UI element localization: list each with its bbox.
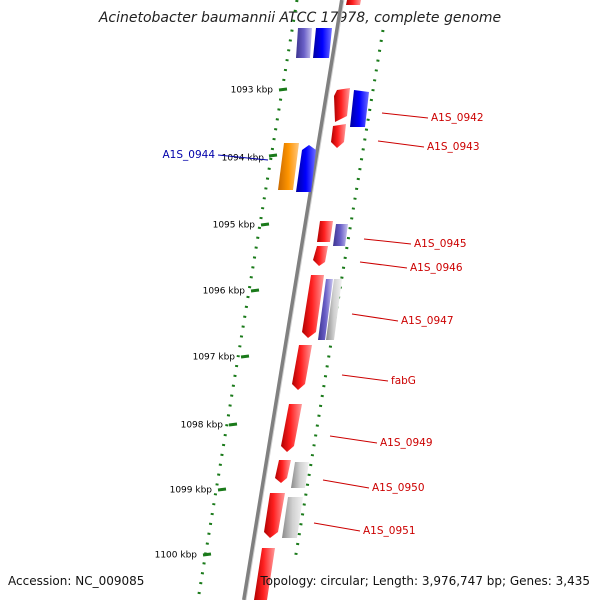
ruler-tick [278, 87, 288, 92]
inner-track-guide [196, 0, 299, 600]
gene-label-A1S_0947[interactable]: A1S_0947 [401, 315, 454, 327]
gene-label-A1S_0949[interactable]: A1S_0949 [380, 437, 433, 449]
track-guides [196, 0, 385, 600]
gene-leader-line [363, 238, 412, 245]
ruler-label: 1099 kbp [170, 486, 213, 496]
ruler-tick [217, 487, 227, 492]
gene-glyph-A1S_0949[interactable] [281, 404, 302, 452]
gene-glyph-A1S_0943[interactable] [331, 124, 346, 148]
genome-backbone [242, 0, 344, 600]
ruler-tick [240, 354, 250, 359]
gene-glyph-A1S_0942-red[interactable] [334, 88, 350, 122]
ruler-label: 1100 kbp [155, 551, 198, 561]
ruler-tick [202, 552, 212, 557]
gene-glyph-top-blue[interactable] [313, 28, 332, 58]
gene-leader-line [217, 154, 269, 161]
gene-label-A1S_0945[interactable]: A1S_0945 [414, 238, 467, 250]
gene-labels: A1S_0942 A1S_0943 A1S_0944 A1S_0945 A1S_0946… [163, 112, 484, 537]
ruler-label: 1094 kbp [222, 154, 265, 164]
ruler-label: 1095 kbp [213, 221, 256, 231]
ruler: 1093 kbp 1094 kbp 1095 kbp 1096 kbp 1097 kbp… [155, 86, 288, 561]
gene-leader-line [322, 479, 370, 489]
gene-glyph-bottom-red[interactable] [254, 548, 275, 600]
gene-glyphs [254, 0, 369, 600]
gene-label-fabG[interactable]: fabG [391, 375, 416, 387]
gene-leader-line [329, 435, 378, 444]
gene-glyph-A1S_0944-orange[interactable] [278, 143, 299, 190]
ruler-label: 1093 kbp [231, 86, 274, 96]
genome-summary: Topology: circular; Length: 3,976,747 bp… [260, 574, 590, 588]
gene-label-A1S_0943[interactable]: A1S_0943 [427, 141, 480, 153]
gene-glyph-A1S_0947-purple[interactable] [318, 279, 333, 340]
ruler-tick [268, 153, 278, 158]
ruler-label: 1098 kbp [181, 421, 224, 431]
gene-glyph-A1S_0946[interactable] [313, 246, 328, 266]
gene-leader-line [313, 522, 361, 532]
gene-leader-line [359, 261, 408, 269]
ruler-tick [250, 288, 260, 293]
gene-label-A1S_0950[interactable]: A1S_0950 [372, 482, 425, 494]
gene-leader-line [377, 140, 425, 148]
gene-glyph-A1S_0942-blue[interactable] [350, 90, 369, 127]
gene-leader-line [351, 313, 399, 322]
gene-glyph-fabG[interactable] [292, 345, 312, 390]
gene-glyph-A1S_0950[interactable] [291, 462, 309, 488]
gene-glyph-A1S_0945-red[interactable] [317, 221, 333, 242]
genome-backbone-highlight [245, 0, 345, 600]
ruler-tick [260, 222, 270, 227]
gene-label-A1S_0942[interactable]: A1S_0942 [431, 112, 484, 124]
gene-leader-line [341, 374, 389, 382]
gene-leader-line [381, 112, 429, 119]
gene-glyph-A1S_0951[interactable] [282, 497, 303, 538]
gene-glyph-A1S_0950-red[interactable] [275, 460, 291, 483]
map-title: Acinetobacter baumannii ATCC 17978, comp… [98, 10, 502, 26]
gene-glyph-A1S_0947-red[interactable] [302, 275, 324, 338]
accession-label: Accession: NC_009085 [8, 574, 145, 588]
gene-label-A1S_0944[interactable]: A1S_0944 [163, 149, 216, 161]
ruler-label: 1097 kbp [193, 353, 236, 363]
gene-label-A1S_0946[interactable]: A1S_0946 [410, 262, 463, 274]
gene-glyph-A1S_0944[interactable] [296, 145, 316, 192]
gene-glyph-top-red[interactable] [346, 0, 361, 5]
ruler-label: 1096 kbp [203, 287, 246, 297]
ruler-tick [228, 422, 238, 427]
gene-glyph-A1S_0945[interactable] [333, 224, 348, 246]
gene-glyph-A1S_0951-red[interactable] [264, 493, 285, 538]
gene-glyph-A1S_0947[interactable] [326, 279, 342, 340]
gene-label-A1S_0951[interactable]: A1S_0951 [363, 525, 416, 537]
gene-glyph-top-purple[interactable] [296, 28, 312, 58]
